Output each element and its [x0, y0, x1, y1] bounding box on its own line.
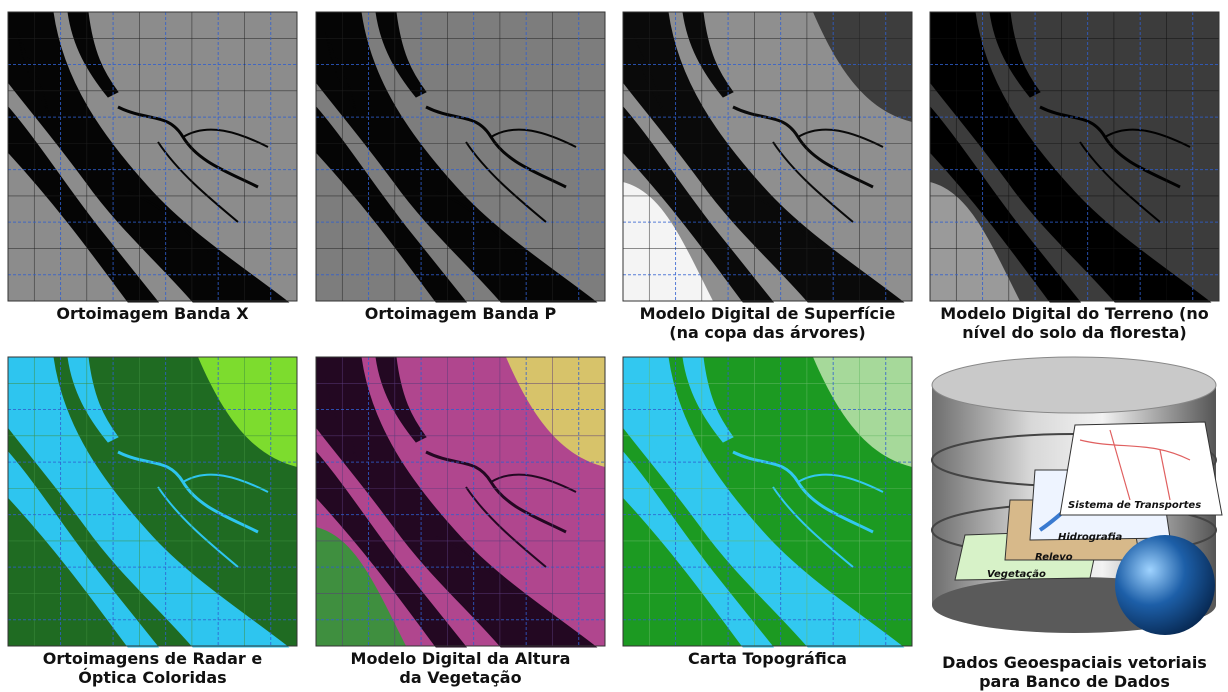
- panel-border: [929, 11, 1220, 302]
- map-panel: [314, 10, 606, 304]
- map-panel: [314, 355, 606, 649]
- terrain-patch: [316, 527, 406, 646]
- layer-label: Relevo: [1035, 552, 1073, 563]
- terrain-patch: [623, 182, 713, 301]
- cylinder-top: [931, 356, 1217, 414]
- panel-caption: (na copa das árvores): [669, 323, 865, 342]
- panel-caption: Modelo Digital do Terreno (no: [940, 304, 1208, 323]
- map-panel: [6, 355, 298, 649]
- panel-caption: nível do solo da floresta): [962, 323, 1186, 342]
- panel-caption: para Banco de Dados: [979, 672, 1170, 691]
- panel-caption: Modelo Digital da Altura: [351, 649, 571, 668]
- panel-caption: Carta Topográfica: [688, 649, 847, 668]
- panel-border: [315, 11, 606, 302]
- terrain-patch: [506, 357, 605, 467]
- panel-caption: Óptica Coloridas: [78, 668, 226, 687]
- layer-transport: [1059, 421, 1223, 516]
- layer-label: Hidrografia: [1058, 532, 1122, 543]
- globe: [1115, 535, 1215, 635]
- panel-caption: Ortoimagem Banda P: [365, 304, 557, 323]
- layer-label: Sistema de Transportes: [1068, 500, 1201, 511]
- map-panel: [928, 10, 1220, 304]
- panel-caption: da Vegetação: [399, 668, 521, 687]
- map-panel: [621, 10, 913, 304]
- terrain-patch: [813, 12, 912, 122]
- panel-border: [315, 356, 606, 647]
- panel-border: [622, 11, 913, 302]
- panel-border: [7, 356, 298, 647]
- layer-label: Vegetação: [987, 569, 1046, 580]
- panel-border: [622, 356, 913, 647]
- panel-caption: Modelo Digital de Superfície: [640, 304, 896, 323]
- terrain-patch: [198, 357, 297, 467]
- road-lines: [1079, 429, 1191, 501]
- map-panel: [621, 355, 913, 649]
- terrain-patch: [813, 357, 912, 467]
- panel-caption: Ortoimagem Banda X: [56, 304, 249, 323]
- panel-caption: Ortoimagens de Radar e: [43, 649, 263, 668]
- terrain-patch: [930, 182, 1020, 301]
- panel-caption: Dados Geoespaciais vetoriais: [942, 653, 1207, 672]
- database-illustration: Sistema de Transportes Hidrografia Relev…: [931, 356, 1223, 635]
- map-panel: [6, 10, 298, 304]
- panel-border: [7, 11, 298, 302]
